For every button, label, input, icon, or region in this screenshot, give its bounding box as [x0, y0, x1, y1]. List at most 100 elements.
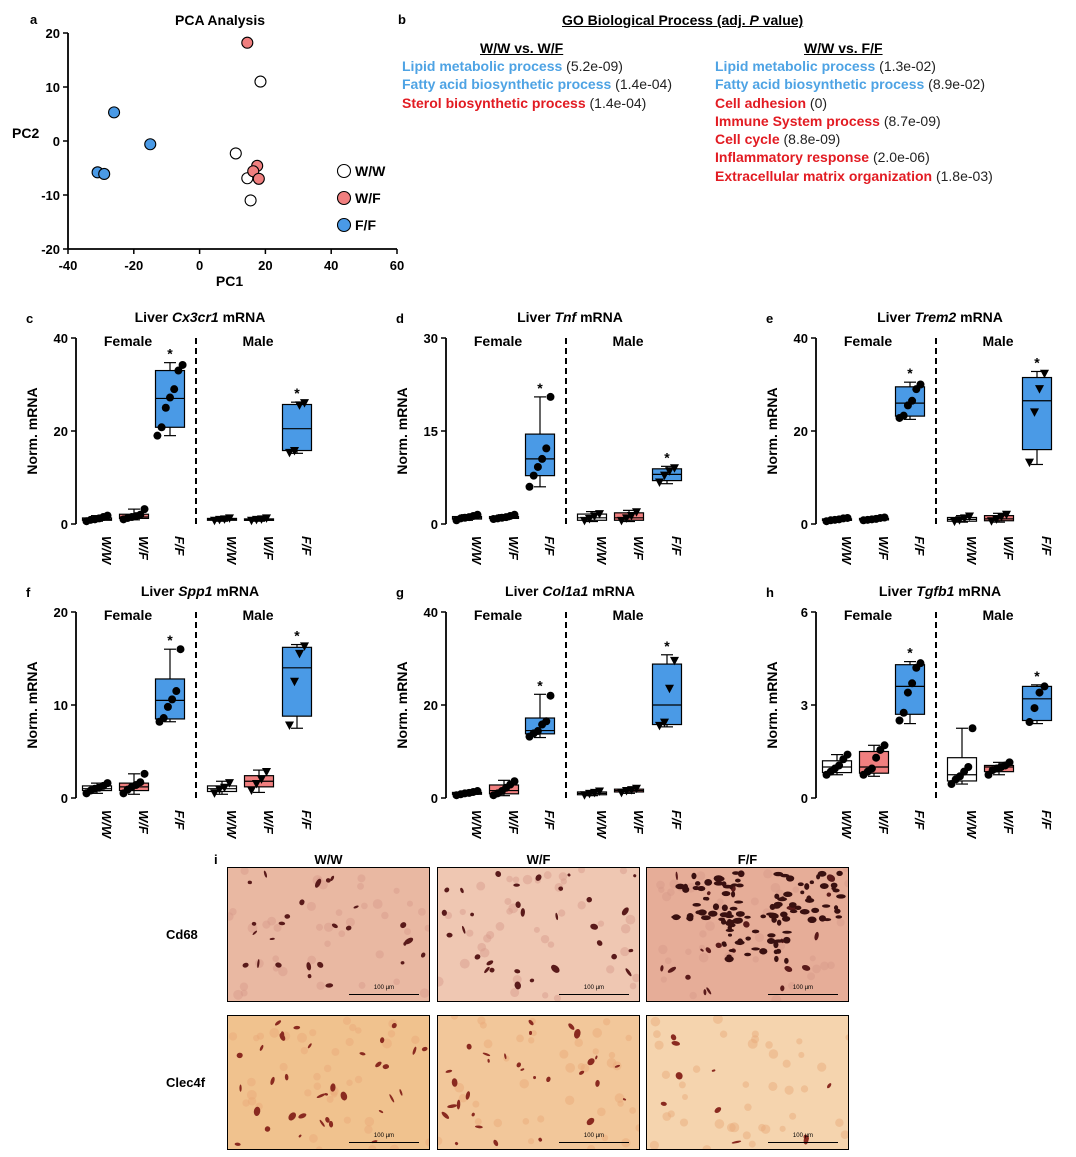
stained-cell: [299, 899, 305, 906]
stained-cluster: [712, 903, 720, 911]
cell-texture: [553, 994, 561, 1001]
significance-star: *: [907, 645, 913, 661]
stained-cluster: [751, 947, 760, 951]
pca-y-tick-label: 10: [46, 80, 60, 95]
cell-texture: [809, 955, 816, 962]
box-group: W/W: [821, 750, 854, 840]
box-group: W/F: [613, 784, 646, 835]
data-point: [510, 777, 519, 786]
stained-cell: [293, 1025, 301, 1030]
data-point: [1025, 718, 1034, 727]
data-point: [473, 510, 482, 519]
significance-star: *: [1034, 354, 1040, 370]
data-point: [166, 393, 174, 402]
cell-texture: [608, 1051, 616, 1059]
stained-cell: [535, 874, 542, 881]
stained-cell: [284, 914, 291, 919]
data-point: [1040, 369, 1049, 379]
go-term-name: Fatty acid biosynthetic process: [402, 76, 612, 93]
cell-texture: [387, 1030, 396, 1038]
box-group: W/F: [488, 510, 521, 561]
stained-cell: [400, 922, 407, 929]
stained-cell: [379, 1037, 385, 1044]
title-prefix: Liver: [134, 309, 172, 325]
data-point: [590, 788, 599, 798]
cell-texture: [330, 1091, 338, 1098]
cell-texture: [256, 1032, 265, 1040]
data-point: [1040, 682, 1049, 691]
stained-cell: [263, 870, 268, 878]
cell-texture: [812, 964, 821, 974]
cell-texture: [368, 1145, 377, 1149]
data-point: [595, 510, 604, 519]
cell-texture: [729, 1122, 740, 1133]
cell-texture: [597, 1107, 606, 1117]
cell-texture: [308, 1134, 318, 1143]
stained-cell: [514, 969, 521, 974]
x-category-label: F/F: [912, 536, 927, 557]
stained-cluster: [774, 893, 780, 899]
stained-cell: [493, 1139, 499, 1147]
pca-point: [241, 36, 254, 49]
pca-point: [144, 138, 157, 151]
stained-cell: [495, 870, 502, 878]
cell-texture: [375, 950, 384, 959]
data-point: [903, 688, 912, 697]
stained-cell: [269, 937, 275, 941]
scale-bar: 100 µm: [349, 985, 419, 1001]
cell-texture: [807, 972, 816, 981]
stained-cell: [516, 1062, 522, 1068]
stained-cluster: [781, 916, 791, 922]
stained-cell: [671, 1041, 680, 1046]
cell-texture: [242, 1099, 250, 1107]
cell-texture: [345, 1037, 354, 1047]
cell-texture: [792, 886, 800, 893]
stained-cluster: [835, 915, 843, 919]
stained-cluster: [744, 952, 752, 957]
y-axis-label: Norm. mRNA: [394, 387, 410, 474]
cell-texture: [705, 921, 715, 931]
box-group: W/W: [451, 510, 484, 566]
cell-texture: [247, 1077, 256, 1087]
stained-cell: [504, 1053, 507, 1060]
scale-bar: 100 µm: [559, 985, 629, 1001]
box-panel-title: Liver Tnf mRNA: [460, 309, 680, 325]
x-category-label: W/W: [224, 810, 239, 840]
scale-bar-label: 100 µm: [373, 1133, 395, 1139]
data-point: [542, 717, 551, 726]
stained-cell: [784, 965, 793, 972]
cell-texture: [483, 934, 492, 943]
y-tick-label: 0: [61, 517, 68, 532]
cell-texture: [742, 1081, 750, 1088]
cell-texture: [649, 1140, 659, 1149]
stained-cluster: [721, 890, 731, 897]
stained-cell: [595, 1079, 600, 1087]
cell-texture: [361, 902, 368, 910]
cell-texture: [782, 1059, 791, 1068]
cell-texture: [712, 1016, 723, 1024]
stained-cell: [586, 896, 592, 903]
cell-texture: [658, 886, 665, 893]
y-tick-label: 0: [431, 791, 438, 806]
pca-point: [108, 106, 121, 119]
go-term-pvalue: (2.0e-06): [869, 149, 930, 166]
box-plot-svg: 0 20 40 Norm. mRNA Female Male W/W W/F * F/F W/W W/…: [764, 331, 1054, 566]
cell-texture: [228, 1032, 238, 1041]
cell-texture: [619, 868, 628, 875]
data-point: [997, 513, 1006, 522]
stained-cluster: [784, 957, 789, 964]
title-gene: Tgfb1: [916, 583, 955, 599]
cell-texture: [240, 989, 248, 997]
stained-cluster: [704, 896, 710, 901]
go-term-pvalue: (1.4e-04): [611, 76, 672, 93]
stained-cell: [667, 966, 677, 973]
stained-cell: [675, 1072, 683, 1080]
cell-texture: [522, 1118, 530, 1125]
title-prefix: Liver: [517, 309, 555, 325]
cell-texture: [530, 1030, 537, 1037]
data-point: [178, 360, 187, 369]
x-category-label: W/W: [839, 810, 854, 840]
cell-texture: [768, 1049, 779, 1059]
stained-cell: [325, 983, 334, 988]
cell-texture: [479, 1021, 487, 1029]
